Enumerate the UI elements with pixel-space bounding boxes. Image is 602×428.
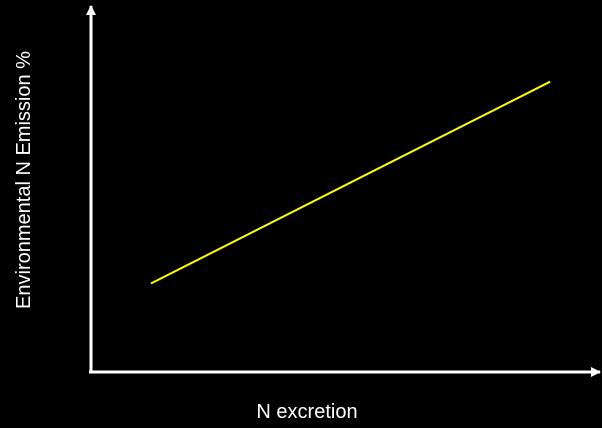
- y-axis-label: Environmental N Emission %: [13, 51, 35, 309]
- x-axis-label: N excretion: [256, 401, 357, 423]
- series-line: [150, 80, 551, 285]
